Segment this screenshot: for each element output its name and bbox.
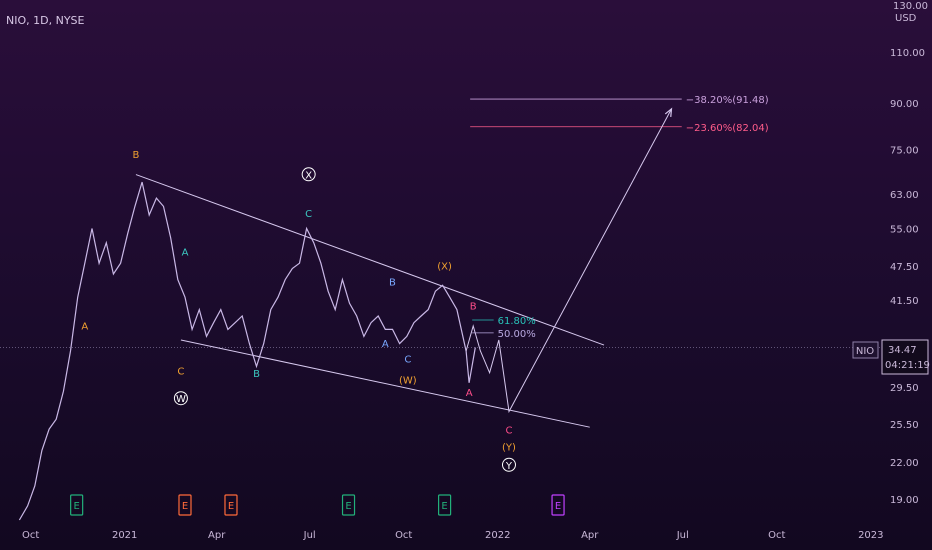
wedge-trendline xyxy=(180,339,590,428)
earnings-event-icon[interactable] xyxy=(70,494,84,516)
wave-label: A xyxy=(182,247,189,258)
projection-path xyxy=(465,107,673,414)
countdown-label: 04:21:19 xyxy=(885,360,930,371)
time-tick-label: 2021 xyxy=(112,530,137,541)
time-tick-label: Apr xyxy=(208,530,226,541)
wave-label: A xyxy=(81,321,88,332)
wedge-trendline xyxy=(135,174,605,346)
earnings-event-letter: E xyxy=(441,501,447,512)
wave-label: X xyxy=(305,170,312,181)
trendlines xyxy=(135,174,605,428)
price-tick-label: 25.50 xyxy=(890,420,919,431)
time-tick-label: Apr xyxy=(581,530,599,541)
wave-label: Y xyxy=(505,461,513,472)
last-price-bg xyxy=(881,339,929,375)
symbol-tag-bg xyxy=(852,341,879,359)
wave-label: A xyxy=(382,339,389,350)
projection-arrowhead xyxy=(664,107,673,117)
fib-label: 61.80% xyxy=(498,316,536,327)
earnings-event-icon[interactable] xyxy=(341,494,356,516)
earnings-event-icon[interactable] xyxy=(178,494,192,516)
earnings-event-icon[interactable] xyxy=(551,494,565,516)
price-tick-label: 41.50 xyxy=(890,296,919,307)
price-line xyxy=(18,181,476,521)
price-tick-label: 75.00 xyxy=(890,146,919,157)
time-tick-label: 2023 xyxy=(858,530,883,541)
wave-label: B xyxy=(132,150,139,161)
projection-line xyxy=(465,108,672,414)
wave-label: B xyxy=(470,302,477,313)
price-series xyxy=(18,181,476,521)
wave-label: C xyxy=(177,366,184,377)
price-tick-label: 47.50 xyxy=(890,262,919,273)
earnings-event-letter: E xyxy=(555,501,561,512)
fib-label: −38.20%(91.48) xyxy=(686,95,769,106)
wave-label: W xyxy=(176,394,186,405)
wave-circle xyxy=(301,167,316,182)
wave-label: (W) xyxy=(399,376,417,387)
earnings-event-letter: E xyxy=(182,501,188,512)
wave-label: A xyxy=(466,388,473,399)
time-tick-label: Oct xyxy=(768,530,785,541)
time-tick-label: Oct xyxy=(22,530,39,541)
wave-label: (Y) xyxy=(502,442,516,453)
time-axis[interactable]: Oct 2021 Apr Jul Oct 2022 Apr Jul Oct 2023 xyxy=(22,530,884,541)
price-tick-label: 110.00 xyxy=(890,48,925,59)
time-tick-label: Jul xyxy=(676,530,689,541)
price-tick-label: 29.50 xyxy=(890,383,919,394)
earnings-event-icon[interactable] xyxy=(437,494,452,516)
price-tick-label: 90.00 xyxy=(890,99,919,110)
chart-title: NIO, 1D, NYSE xyxy=(6,14,85,27)
wave-labels: B A C W A B C X A B C (W) (X) B A C (Y) Y xyxy=(81,150,516,472)
price-tick-label: 55.00 xyxy=(890,225,919,236)
price-tick-label: 22.00 xyxy=(890,458,919,469)
wave-label: C xyxy=(305,209,312,220)
time-tick-label: Jul xyxy=(303,530,316,541)
earnings-event-letter: E xyxy=(73,501,79,512)
time-tick-label: 2022 xyxy=(485,530,510,541)
price-tick-label: 19.00 xyxy=(890,495,919,506)
price-axis[interactable]: 130.00 USD 110.00 90.00 75.00 63.00 55.00 47.… xyxy=(890,1,928,506)
fib-levels: −38.20%(91.48) −23.60%(82.04) 61.80% 50.00% xyxy=(470,95,769,340)
currency-label: USD xyxy=(895,13,917,24)
wave-label: B xyxy=(253,369,260,380)
wave-circle xyxy=(173,391,188,406)
earnings-event-icon[interactable] xyxy=(224,494,238,516)
price-tick-label: 63.00 xyxy=(890,190,919,201)
last-price-label: 34.47 xyxy=(888,345,917,356)
price-tags: NIO 34.47 04:21:19 xyxy=(852,339,930,375)
fib-label: −23.60%(82.04) xyxy=(686,123,769,134)
wave-label: C xyxy=(404,354,411,365)
price-axis-top-label: 130.00 xyxy=(893,1,928,12)
wave-label: B xyxy=(389,277,396,288)
wave-label: (X) xyxy=(437,262,452,273)
symbol-tag: NIO xyxy=(856,346,874,357)
earnings-event-letter: E xyxy=(345,501,351,512)
fib-label: 50.00% xyxy=(498,329,536,340)
wave-circle xyxy=(501,457,516,472)
earnings-event-letter: E xyxy=(228,501,234,512)
time-tick-label: Oct xyxy=(395,530,412,541)
wave-label: C xyxy=(505,425,512,436)
